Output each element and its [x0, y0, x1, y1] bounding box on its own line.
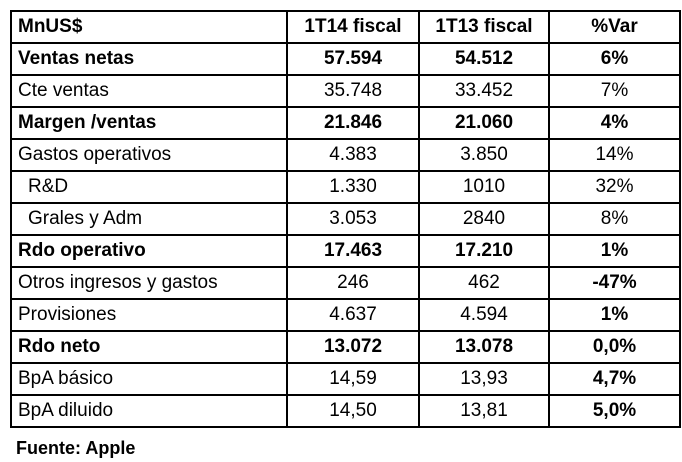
value-1t14-cell: 13.072 [286, 330, 420, 364]
header-cell-1t14: 1T14 fiscal [286, 10, 420, 44]
value-1t14-cell: 246 [286, 266, 420, 300]
value-1t13-cell: 17.210 [418, 234, 550, 268]
label-cell: Grales y Adm [10, 202, 288, 236]
var-cell: 4% [548, 106, 681, 140]
label-cell: R&D [10, 170, 288, 204]
label-cell: Cte ventas [10, 74, 288, 108]
var-cell: -47% [548, 266, 681, 300]
label-cell: BpA diluido [10, 394, 288, 428]
value-1t14-cell: 57.594 [286, 42, 420, 76]
table-row: BpA diluido 14,50 13,81 5,0% [10, 394, 681, 428]
header-cell-var: %Var [548, 10, 681, 44]
value-1t14-cell: 14,59 [286, 362, 420, 396]
value-1t13-cell: 4.594 [418, 298, 550, 332]
value-1t13-cell: 54.512 [418, 42, 550, 76]
value-1t14-cell: 4.383 [286, 138, 420, 172]
value-1t13-cell: 462 [418, 266, 550, 300]
value-1t13-cell: 2840 [418, 202, 550, 236]
table-row: Ventas netas 57.594 54.512 6% [10, 42, 681, 76]
table-row: Cte ventas 35.748 33.452 7% [10, 74, 681, 108]
value-1t13-cell: 21.060 [418, 106, 550, 140]
table-row: Margen /ventas 21.846 21.060 4% [10, 106, 681, 140]
label-cell: Ventas netas [10, 42, 288, 76]
value-1t13-cell: 13.078 [418, 330, 550, 364]
value-1t14-cell: 17.463 [286, 234, 420, 268]
var-cell: 6% [548, 42, 681, 76]
value-1t13-cell: 33.452 [418, 74, 550, 108]
table-row: BpA básico 14,59 13,93 4,7% [10, 362, 681, 396]
var-cell: 0,0% [548, 330, 681, 364]
label-cell: BpA básico [10, 362, 288, 396]
table-row: Grales y Adm 3.053 2840 8% [10, 202, 681, 236]
var-cell: 4,7% [548, 362, 681, 396]
table-row: R&D 1.330 1010 32% [10, 170, 681, 204]
table-row: Gastos operativos 4.383 3.850 14% [10, 138, 681, 172]
label-cell: Provisiones [10, 298, 288, 332]
table-row: Rdo neto 13.072 13.078 0,0% [10, 330, 681, 364]
var-cell: 1% [548, 234, 681, 268]
label-cell: Rdo operativo [10, 234, 288, 268]
var-cell: 32% [548, 170, 681, 204]
value-1t14-cell: 4.637 [286, 298, 420, 332]
var-cell: 1% [548, 298, 681, 332]
label-cell: Gastos operativos [10, 138, 288, 172]
label-cell: Rdo neto [10, 330, 288, 364]
value-1t14-cell: 1.330 [286, 170, 420, 204]
label-cell: Otros ingresos y gastos [10, 266, 288, 300]
var-cell: 14% [548, 138, 681, 172]
table-row: Otros ingresos y gastos 246 462 -47% [10, 266, 681, 300]
source-note: Fuente: Apple [16, 438, 136, 458]
var-cell: 5,0% [548, 394, 681, 428]
table-row: Rdo operativo 17.463 17.210 1% [10, 234, 681, 268]
var-cell: 7% [548, 74, 681, 108]
income-statement-table: MnUS$ 1T14 fiscal 1T13 fiscal %Var Venta… [10, 10, 681, 428]
table-body: MnUS$ 1T14 fiscal 1T13 fiscal %Var Venta… [10, 10, 681, 428]
table-header-row: MnUS$ 1T14 fiscal 1T13 fiscal %Var [10, 10, 681, 44]
value-1t14-cell: 3.053 [286, 202, 420, 236]
value-1t14-cell: 14,50 [286, 394, 420, 428]
header-cell-label: MnUS$ [10, 10, 288, 44]
value-1t13-cell: 13,81 [418, 394, 550, 428]
var-cell: 8% [548, 202, 681, 236]
value-1t14-cell: 35.748 [286, 74, 420, 108]
value-1t14-cell: 21.846 [286, 106, 420, 140]
value-1t13-cell: 13,93 [418, 362, 550, 396]
header-cell-1t13: 1T13 fiscal [418, 10, 550, 44]
value-1t13-cell: 1010 [418, 170, 550, 204]
label-cell: Margen /ventas [10, 106, 288, 140]
table-row: Provisiones 4.637 4.594 1% [10, 298, 681, 332]
value-1t13-cell: 3.850 [418, 138, 550, 172]
